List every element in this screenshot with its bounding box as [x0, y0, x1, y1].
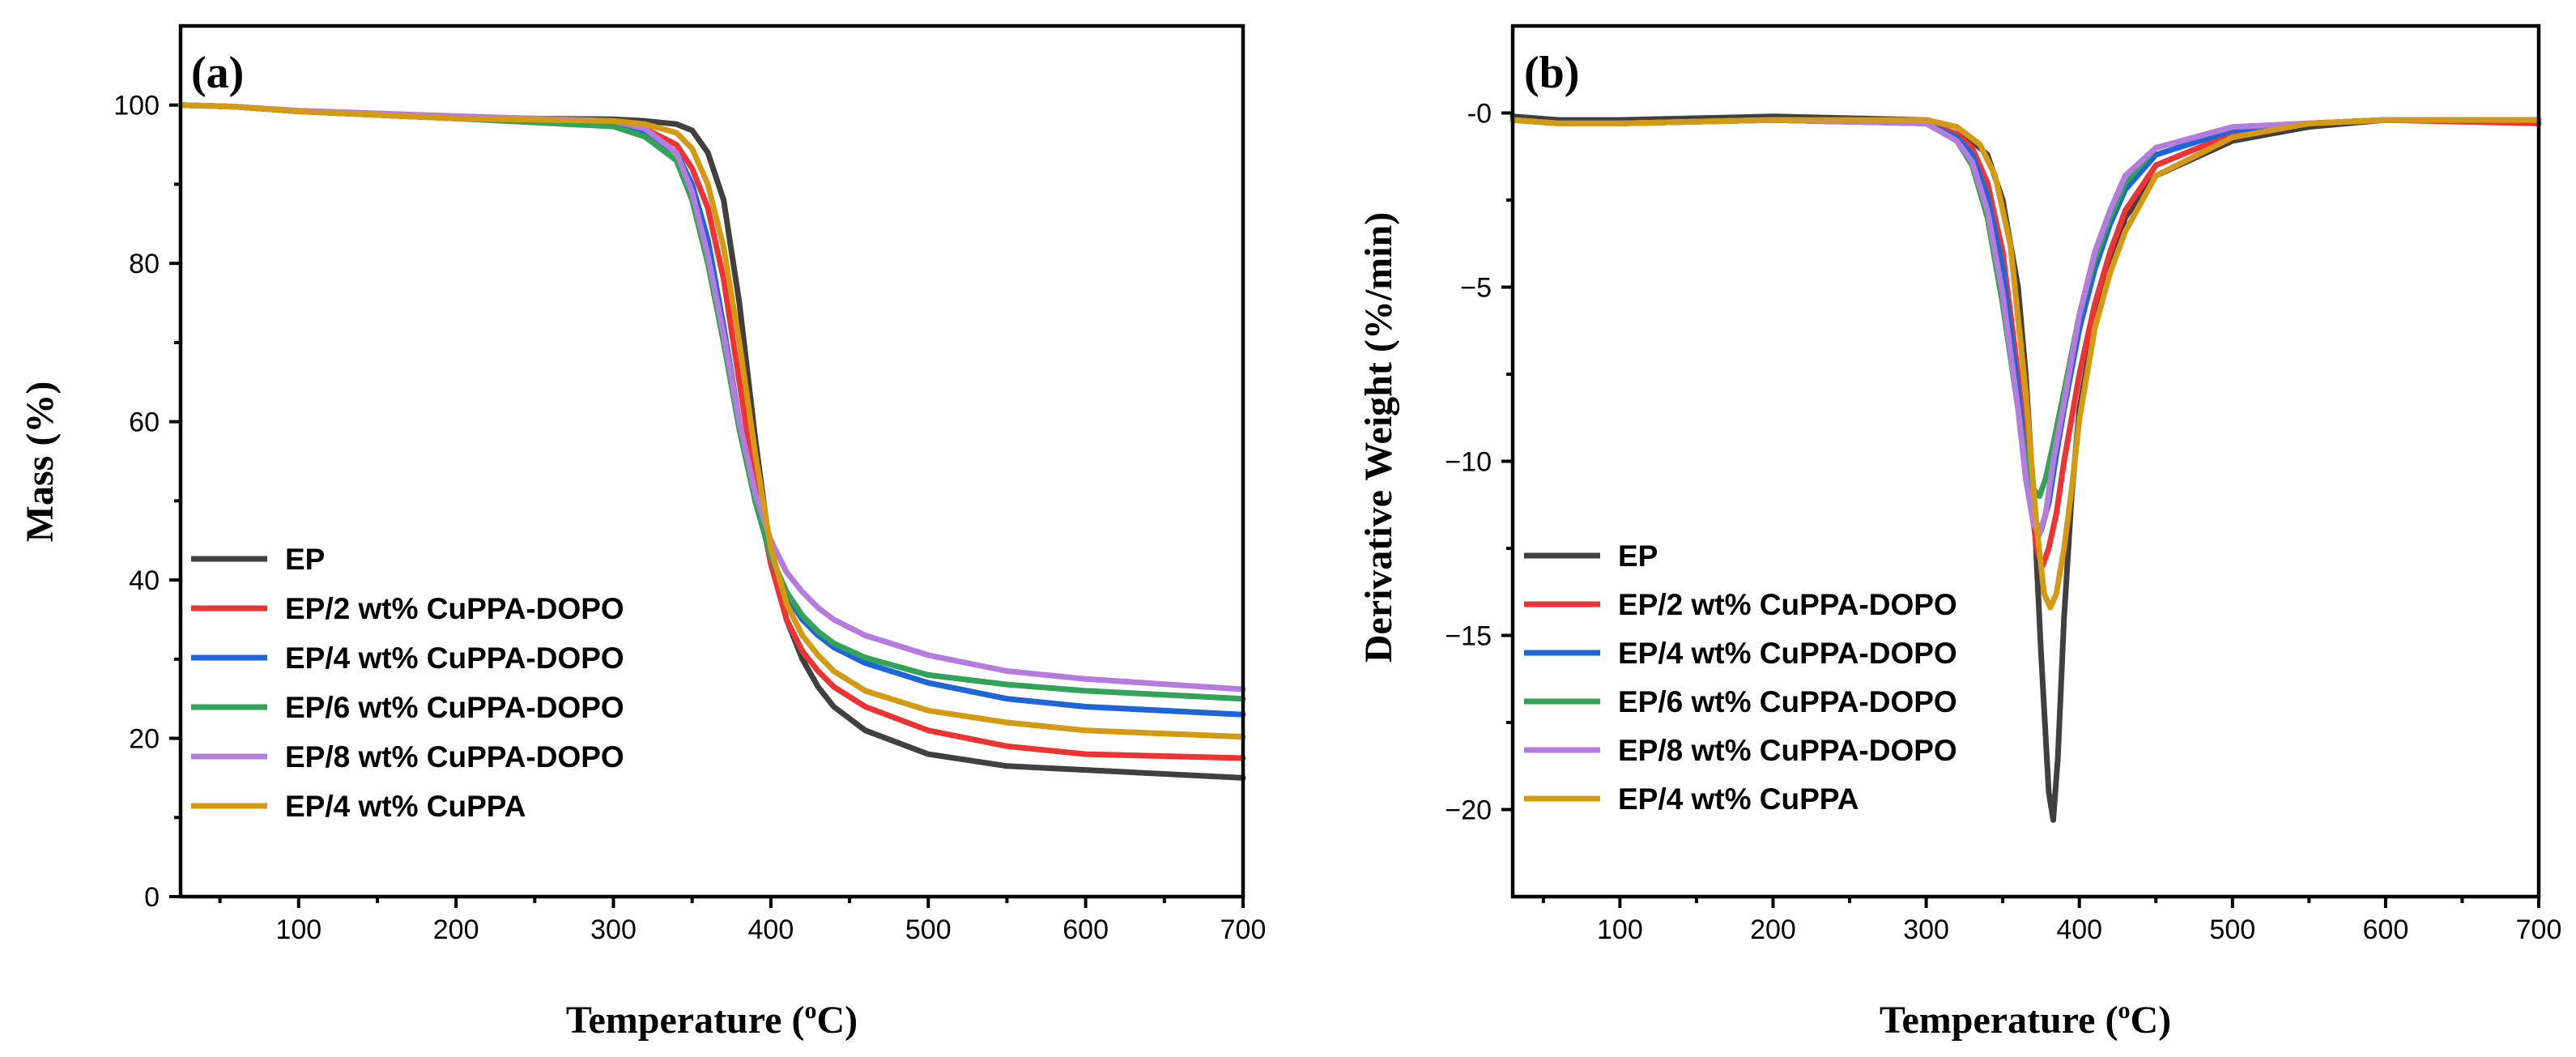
panel-a-y-tick-label: 0: [144, 882, 160, 913]
panel-a-y-tick-label: 80: [129, 249, 160, 279]
panel-a-legend-label-ep-4: EP/4 wt% CuPPA-DOPO: [285, 641, 624, 675]
panel-a-x-tick-label: 100: [275, 914, 321, 945]
panel-a-y-tick-label: 40: [129, 565, 160, 596]
panel-a-legend-label-ep-2: EP/2 wt% CuPPA-DOPO: [285, 592, 624, 625]
panel-b-legend-label-cuppa: EP/4 wt% CuPPA: [1618, 782, 1859, 816]
panel-a-legend: EP EP/2 wt% CuPPA-DOPO EP/4 wt% CuPPA-DO…: [191, 543, 624, 823]
panel-a-y-axis-title: Mass (%): [19, 381, 62, 543]
panel-b-plot-frame: [1510, 23, 2541, 899]
panel-b-legend-label-ep-4: EP/4 wt% CuPPA-DOPO: [1618, 637, 1957, 670]
panel-b-y-tick-label: −10: [1445, 447, 1492, 478]
panel-b-series-ep-8: [1509, 117, 2542, 538]
panel-b-x-tick-label: 100: [1597, 914, 1643, 945]
panel-b-x-tick-label: 600: [2363, 914, 2409, 945]
panel-a-legend-label-ep: EP: [285, 543, 325, 576]
panel-b-x-tick-label: 700: [2516, 914, 2562, 945]
panel-a-ticks: 100 200 300 400 500 600 700 0 20 40 60 80 100: [113, 91, 1266, 945]
panel-b-ticks: 100 200 300 400 500 600 700 −20 −15 −10 −5 -0: [1445, 99, 2561, 946]
panel-a: 100 200 300 400 500 600 700 0 20 40 60 80 100 (a) Te…: [19, 23, 1266, 1042]
panel-b-x-tick-label: 300: [1903, 914, 1949, 945]
panel-b-x-axis-title: Temperature (oC): [1880, 997, 2171, 1042]
panel-b-x-tick-label: 200: [1750, 914, 1796, 945]
panel-a-x-tick-label: 500: [905, 914, 952, 945]
panel-a-x-tick-label: 700: [1220, 914, 1267, 945]
panel-a-label: (a): [191, 48, 244, 98]
panel-b-y-axis-title: Derivative Weight (%/min): [1357, 212, 1400, 663]
panel-a-plot-frame: [178, 23, 1245, 899]
panel-a-series: [177, 102, 1246, 781]
panel-b-series: [1509, 113, 2542, 823]
panel-b-legend-label-ep-6: EP/6 wt% CuPPA-DOPO: [1618, 685, 1957, 718]
panel-b-y-tick-label: −15: [1445, 621, 1492, 652]
panel-b-y-tick-label: −5: [1460, 273, 1492, 304]
panel-b-series-cuppa: [1509, 117, 2542, 611]
panel-a-x-axis-title: Temperature (oC): [566, 997, 858, 1042]
panel-a-x-tick-label: 200: [433, 914, 479, 945]
panel-b-label: (b): [1524, 48, 1579, 98]
panel-a-y-tick-label: 60: [129, 407, 160, 438]
panel-a-legend-label-ep-8: EP/8 wt% CuPPA-DOPO: [285, 740, 624, 774]
panel-b-legend-label-ep-2: EP/2 wt% CuPPA-DOPO: [1618, 588, 1957, 621]
panel-a-legend-label-ep-6: EP/6 wt% CuPPA-DOPO: [285, 691, 624, 724]
panel-a-y-tick-label: 100: [113, 91, 160, 121]
panel-b-y-tick-label: -0: [1467, 99, 1492, 130]
panel-a-y-tick-label: 20: [129, 724, 160, 755]
panel-a-x-tick-label: 300: [590, 914, 637, 945]
panel-b: 100 200 300 400 500 600 700 −20 −15 −10 −5 -0 (b) T…: [1357, 23, 2561, 1042]
panel-a-legend-label-cuppa: EP/4 wt% CuPPA: [285, 790, 526, 823]
panel-a-x-tick-label: 600: [1062, 914, 1109, 945]
panel-b-legend-label-ep-8: EP/8 wt% CuPPA-DOPO: [1618, 734, 1957, 767]
panel-b-x-tick-label: 400: [2056, 914, 2102, 945]
panel-b-legend: EP EP/2 wt% CuPPA-DOPO EP/4 wt% CuPPA-DO…: [1524, 539, 1957, 816]
panel-a-series-cuppa: [177, 102, 1246, 740]
panel-a-x-tick-label: 400: [748, 914, 794, 945]
panel-b-legend-label-ep: EP: [1618, 539, 1658, 573]
panel-b-y-tick-label: −20: [1445, 795, 1492, 826]
panel-b-x-tick-label: 500: [2209, 914, 2255, 945]
